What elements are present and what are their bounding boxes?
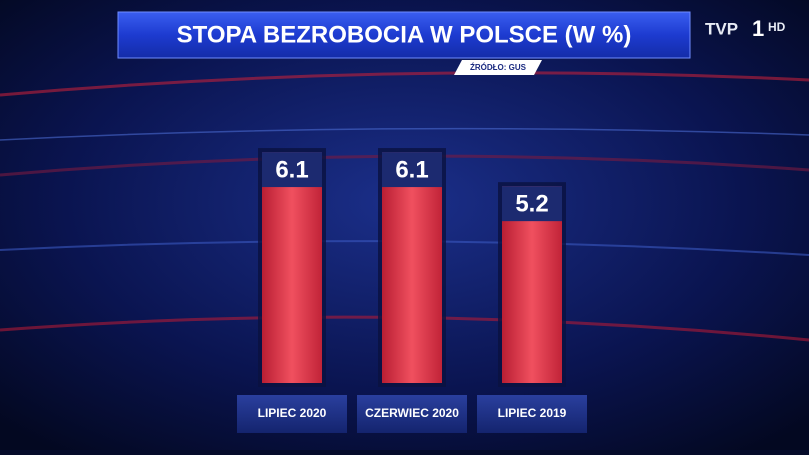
value-box — [382, 152, 442, 188]
logo-channel: 1 — [752, 16, 764, 41]
title-banner — [117, 11, 691, 59]
value-box — [262, 152, 322, 188]
bar — [262, 152, 322, 383]
x-tick-label: CZERWIEC 2020 — [365, 406, 459, 420]
category-box — [357, 395, 467, 433]
logo-quality: HD — [768, 20, 786, 34]
category-box — [477, 395, 587, 433]
value-box — [502, 186, 562, 222]
value-label: 6.1 — [395, 156, 428, 183]
value-label: 5.2 — [515, 190, 548, 217]
x-tick-label: LIPIEC 2020 — [258, 406, 327, 420]
source: ŹRÓDŁO: GUS — [470, 63, 527, 72]
x-tick-label: LIPIEC 2019 — [498, 406, 567, 420]
chart-title: STOPA BEZROBOCIA W POLSCE (W %) — [177, 21, 632, 48]
logo-name: TVP — [705, 19, 738, 38]
bar — [382, 152, 442, 383]
source-tag — [454, 60, 542, 75]
category-box — [237, 395, 347, 433]
value-label: 6.1 — [275, 156, 308, 183]
